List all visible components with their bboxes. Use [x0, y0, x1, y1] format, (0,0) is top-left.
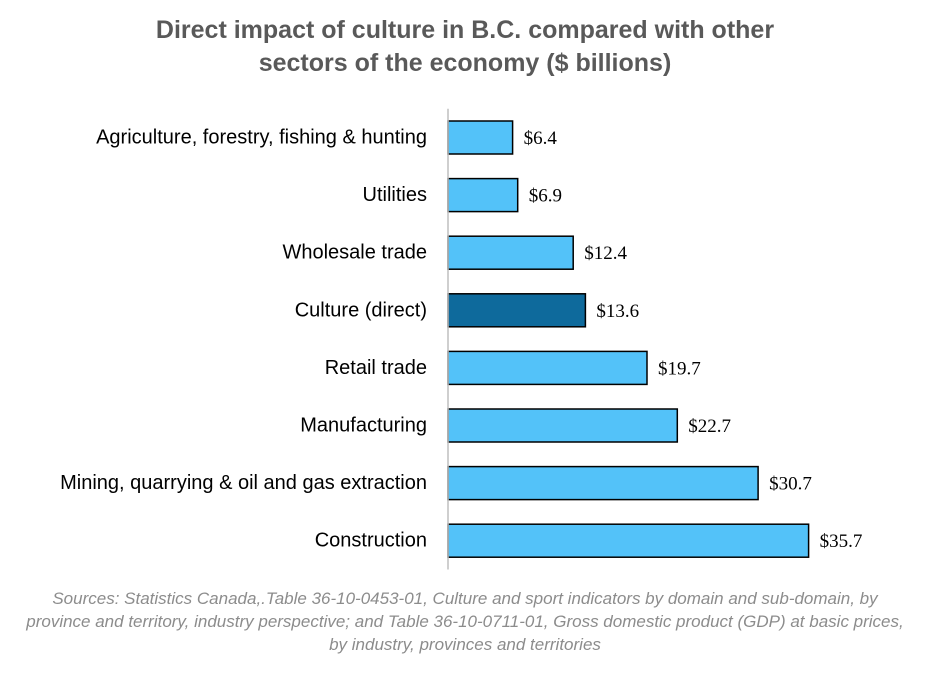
bar-retail-trade — [447, 350, 648, 386]
bar-mining-quarrying-oil-and-gas-extraction — [447, 465, 759, 501]
category-label-agriculture-forestry-fishing-hunting: Agriculture, forestry, fishing & hunting — [96, 127, 427, 149]
chart-title-line-1: Direct impact of culture in B.C. compare… — [155, 16, 775, 44]
category-label-construction: Construction — [315, 530, 427, 552]
value-label-mining-quarrying-oil-and-gas-extraction: $30.7 — [769, 474, 812, 495]
bars-group — [447, 120, 810, 558]
bar-culture-direct — [447, 293, 587, 328]
value-label-manufacturing: $22.7 — [688, 416, 731, 437]
value-label-culture-direct: $13.6 — [596, 301, 639, 322]
value-label-utilities: $6.9 — [529, 186, 562, 207]
bar-utilities — [447, 177, 519, 213]
value-label-agriculture-forestry-fishing-hunting: $6.4 — [524, 128, 558, 149]
category-label-mining-quarrying-oil-and-gas-extraction: Mining, quarrying & oil and gas extracti… — [60, 472, 427, 494]
value-label-retail-trade: $19.7 — [658, 358, 701, 379]
bar-wholesale-trade — [447, 235, 574, 270]
bar-agriculture-forestry-fishing-hunting — [447, 120, 514, 155]
value-label-construction: $35.7 — [820, 531, 863, 552]
bar-manufacturing — [447, 408, 679, 443]
value-labels-group: $6.4 $6.9 $12.4 $13.6 $19.7 $22.7 $30.7 $35.7 — [524, 128, 863, 552]
category-label-culture-direct: Culture (direct) — [295, 299, 427, 321]
chart-title-line-2: sectors of the economy ($ billions) — [258, 49, 672, 77]
category-label-wholesale-trade: Wholesale trade — [282, 242, 427, 264]
chart-title: Direct impact of culture in B.C. compare… — [0, 14, 930, 80]
value-label-wholesale-trade: $12.4 — [584, 243, 627, 264]
sources-note: Sources: Statistics Canada,.Table 36-10-… — [26, 589, 904, 654]
bar-construction — [447, 523, 810, 558]
category-labels-group: Agriculture, forestry, fishing & hunting… — [60, 127, 427, 552]
category-label-manufacturing: Manufacturing — [300, 415, 427, 437]
category-label-retail-trade: Retail trade — [325, 357, 427, 379]
category-label-utilities: Utilities — [363, 184, 427, 206]
